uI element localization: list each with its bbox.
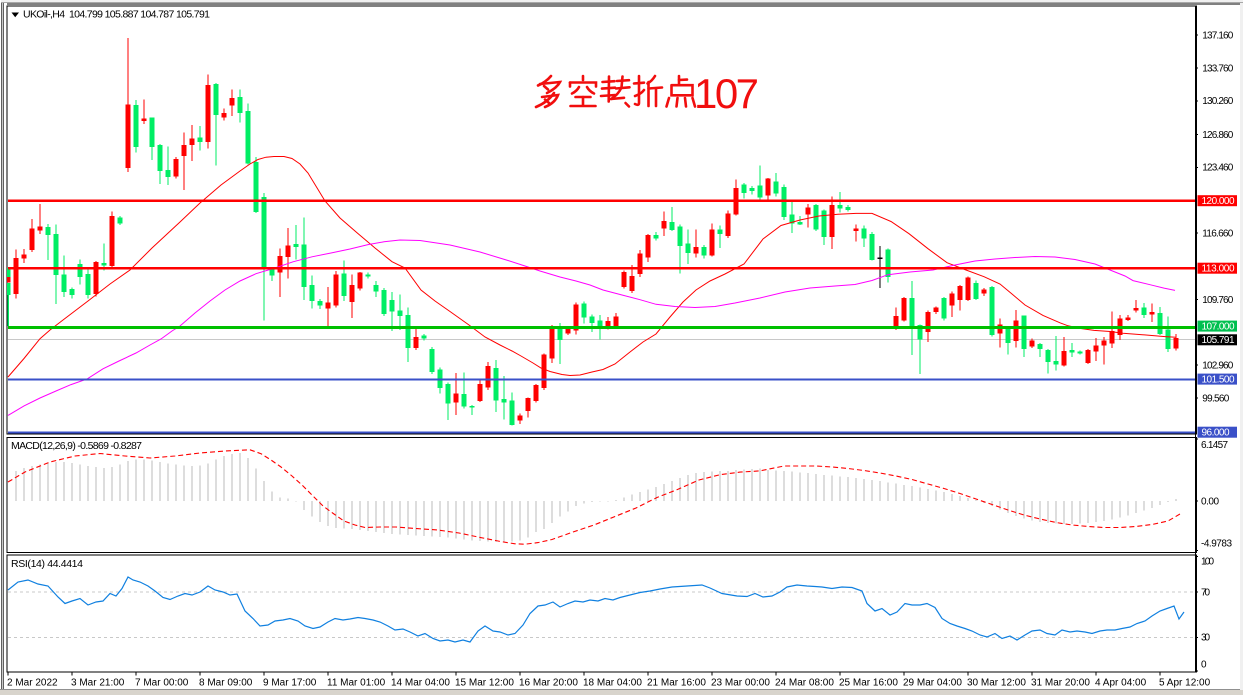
svg-text:7 Mar 00:00: 7 Mar 00:00 bbox=[135, 677, 189, 688]
svg-text:123.460: 123.460 bbox=[1202, 163, 1233, 174]
svg-text:8 Mar 09:00: 8 Mar 09:00 bbox=[199, 677, 253, 688]
svg-text:133.760: 133.760 bbox=[1202, 63, 1233, 74]
svg-text:107.000: 107.000 bbox=[1202, 322, 1235, 333]
svg-text:107: 107 bbox=[694, 70, 759, 117]
svg-text:130.260: 130.260 bbox=[1202, 96, 1233, 107]
svg-text:102.960: 102.960 bbox=[1202, 361, 1233, 372]
svg-text:4 Apr 04:00: 4 Apr 04:00 bbox=[1095, 677, 1147, 688]
svg-text:30 Mar 12:00: 30 Mar 12:00 bbox=[967, 677, 1026, 688]
svg-text:23 Mar 00:00: 23 Mar 00:00 bbox=[711, 677, 770, 688]
svg-text:21 Mar 16:00: 21 Mar 16:00 bbox=[647, 677, 706, 688]
svg-text:0.00: 0.00 bbox=[1201, 496, 1219, 507]
svg-text:101.500: 101.500 bbox=[1202, 375, 1235, 386]
svg-text:96.000: 96.000 bbox=[1202, 428, 1230, 439]
svg-text:105.791: 105.791 bbox=[1202, 335, 1235, 346]
svg-text:70: 70 bbox=[1201, 587, 1210, 598]
svg-text:0: 0 bbox=[1201, 659, 1207, 670]
svg-text:MACD(12,26,9) -0.5869 -0.8287: MACD(12,26,9) -0.5869 -0.8287 bbox=[11, 440, 142, 452]
svg-text:31 Mar 20:00: 31 Mar 20:00 bbox=[1031, 677, 1090, 688]
svg-text:14 Mar 04:00: 14 Mar 04:00 bbox=[391, 677, 450, 688]
svg-text:120.000: 120.000 bbox=[1202, 196, 1235, 207]
svg-text:25 Mar 16:00: 25 Mar 16:00 bbox=[839, 677, 898, 688]
svg-text:137.160: 137.160 bbox=[1202, 31, 1233, 42]
svg-text:99.560: 99.560 bbox=[1202, 393, 1229, 404]
svg-text:116.660: 116.660 bbox=[1202, 228, 1233, 239]
svg-text:18 Mar 04:00: 18 Mar 04:00 bbox=[583, 677, 642, 688]
svg-text:2 Mar 2022: 2 Mar 2022 bbox=[7, 677, 58, 688]
svg-text:16 Mar 20:00: 16 Mar 20:00 bbox=[519, 677, 578, 688]
svg-text:5 Apr 12:00: 5 Apr 12:00 bbox=[1159, 677, 1211, 688]
svg-text:9 Mar 17:00: 9 Mar 17:00 bbox=[263, 677, 317, 688]
svg-text:11 Mar 01:00: 11 Mar 01:00 bbox=[327, 677, 386, 688]
svg-text:113.000: 113.000 bbox=[1202, 264, 1235, 275]
svg-text:UKOil-,H4 104.799 105.887 104: UKOil-,H4 104.799 105.887 104.787 105.79… bbox=[23, 8, 210, 20]
svg-text:-4.9783: -4.9783 bbox=[1201, 538, 1232, 549]
svg-text:109.760: 109.760 bbox=[1202, 295, 1233, 306]
svg-text:3 Mar 21:00: 3 Mar 21:00 bbox=[71, 677, 125, 688]
svg-text:RSI(14) 44.4414: RSI(14) 44.4414 bbox=[11, 558, 83, 570]
svg-text:15 Mar 12:00: 15 Mar 12:00 bbox=[455, 677, 514, 688]
svg-text:24 Mar 08:00: 24 Mar 08:00 bbox=[775, 677, 834, 688]
svg-text:6.1457: 6.1457 bbox=[1201, 440, 1228, 451]
svg-text:30: 30 bbox=[1201, 632, 1210, 643]
svg-text:126.860: 126.860 bbox=[1202, 130, 1233, 141]
svg-text:100: 100 bbox=[1201, 556, 1214, 567]
svg-text:29 Mar 04:00: 29 Mar 04:00 bbox=[903, 677, 962, 688]
